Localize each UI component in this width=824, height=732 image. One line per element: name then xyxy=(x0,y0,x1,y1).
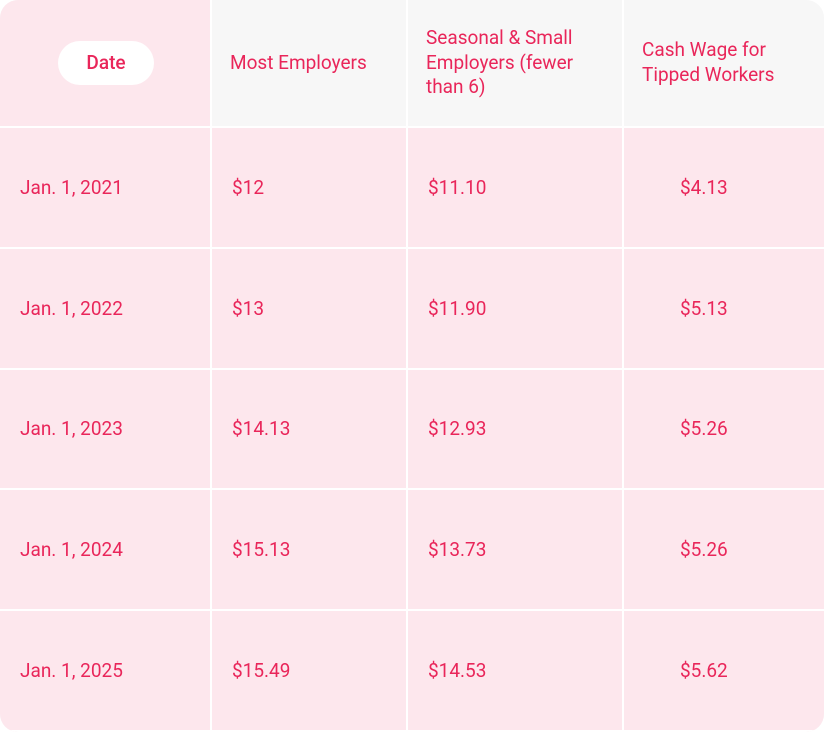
table-row: $14.53 xyxy=(408,611,624,732)
cell-tipped: $5.62 xyxy=(680,659,728,682)
header-most-employers: Most Employers xyxy=(212,0,408,128)
table-row: $5.62 xyxy=(624,611,824,732)
table-row: Jan. 1, 2022 xyxy=(0,249,212,370)
cell-seasonal: $12.93 xyxy=(428,417,486,440)
header-seasonal-small: Seasonal & Small Employers (fewer than 6… xyxy=(408,0,624,128)
table-row: $12.93 xyxy=(408,370,624,491)
table-row: $5.26 xyxy=(624,370,824,491)
table-row: $13.73 xyxy=(408,490,624,611)
table-row: Jan. 1, 2021 xyxy=(0,128,212,249)
cell-seasonal: $11.90 xyxy=(428,297,486,320)
table-row: $13 xyxy=(212,249,408,370)
cell-seasonal: $11.10 xyxy=(428,176,486,199)
table-row: $5.26 xyxy=(624,490,824,611)
cell-most: $12 xyxy=(232,176,264,199)
cell-most: $15.13 xyxy=(232,538,290,561)
table-row: Jan. 1, 2024 xyxy=(0,490,212,611)
table-row: Jan. 1, 2023 xyxy=(0,370,212,491)
table-row: $11.10 xyxy=(408,128,624,249)
cell-seasonal: $14.53 xyxy=(428,659,486,682)
cell-seasonal: $13.73 xyxy=(428,538,486,561)
table-row: $4.13 xyxy=(624,128,824,249)
cell-tipped: $4.13 xyxy=(680,176,728,199)
cell-date: Jan. 1, 2025 xyxy=(20,659,123,682)
table-row: $12 xyxy=(212,128,408,249)
header-label: Seasonal & Small Employers (fewer than 6… xyxy=(426,26,606,100)
header-date: Date xyxy=(0,0,212,128)
table-row: $5.13 xyxy=(624,249,824,370)
cell-tipped: $5.26 xyxy=(680,538,728,561)
cell-date: Jan. 1, 2022 xyxy=(20,297,123,320)
table-row: $15.49 xyxy=(212,611,408,732)
cell-most: $14.13 xyxy=(232,417,290,440)
table-grid: Date Most Employers Seasonal & Small Emp… xyxy=(0,0,824,732)
wage-table: Date Most Employers Seasonal & Small Emp… xyxy=(0,0,824,732)
cell-tipped: $5.13 xyxy=(680,297,728,320)
cell-most: $13 xyxy=(232,297,264,320)
cell-date: Jan. 1, 2021 xyxy=(20,176,123,199)
header-label: Most Employers xyxy=(230,51,367,76)
table-row: Jan. 1, 2025 xyxy=(0,611,212,732)
header-tipped: Cash Wage for Tipped Workers xyxy=(624,0,824,128)
cell-date: Jan. 1, 2023 xyxy=(20,417,123,440)
table-row: $14.13 xyxy=(212,370,408,491)
cell-date: Jan. 1, 2024 xyxy=(20,538,123,561)
cell-most: $15.49 xyxy=(232,659,290,682)
header-label: Cash Wage for Tipped Workers xyxy=(642,38,808,87)
table-row: $11.90 xyxy=(408,249,624,370)
date-pill: Date xyxy=(58,41,153,86)
cell-tipped: $5.26 xyxy=(680,417,728,440)
table-row: $15.13 xyxy=(212,490,408,611)
